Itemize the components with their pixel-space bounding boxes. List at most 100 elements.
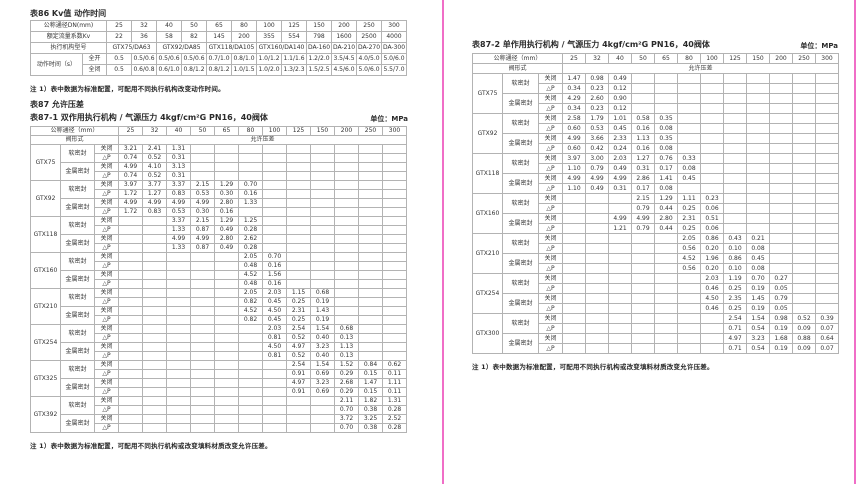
data-cell [677, 73, 701, 84]
data-cell: 2.54 [286, 324, 311, 334]
data-cell [166, 360, 191, 370]
data-cell [746, 203, 770, 214]
table87-2-title: 表87-2 单作用执行机构 / 气源压力 4kgf/cm²G PN16，40阀体 [472, 40, 710, 49]
data-cell: 2.03 [262, 288, 287, 298]
data-cell [238, 333, 263, 343]
data-cell [238, 351, 263, 361]
seal-type: 软密封 [502, 193, 539, 214]
data-cell [334, 189, 359, 199]
col-header: 125 [286, 126, 311, 136]
data-cell [238, 405, 263, 415]
data-cell [677, 133, 701, 144]
row-label: 公称通径（mm） [472, 53, 563, 64]
data-cell [190, 252, 215, 262]
data-cell [608, 253, 632, 264]
table-row: GTX75 软密封 关闭 3.21 2.41 1.31 [30, 144, 407, 181]
data-cell [631, 83, 655, 94]
data-cell [382, 306, 407, 316]
data-cell: 0.11 [382, 387, 407, 397]
data-cell [746, 143, 770, 154]
data-cell: 4.99 [631, 213, 655, 224]
data-cell: 1.1/1.6 [281, 53, 307, 65]
data-cell [815, 193, 839, 204]
data-cell [310, 225, 335, 235]
data-cell: 0.82 [238, 315, 263, 325]
data-cell: 1.19 [723, 273, 747, 284]
data-cell [190, 423, 215, 433]
row-kind: 关闭 [538, 313, 563, 324]
data-cell [562, 203, 586, 214]
actuator-model: GTX210 [30, 288, 61, 325]
data-cell [286, 144, 311, 154]
data-cell: 4.52 [238, 270, 263, 280]
data-cell: 0.46 [700, 303, 724, 314]
data-cell: 1.72 [118, 189, 143, 199]
data-cell: 3.00 [585, 153, 609, 164]
data-cell: 0.76 [654, 153, 678, 164]
data-cell: 0.08 [654, 143, 678, 154]
col-header: 200 [331, 20, 357, 32]
data-cell [310, 144, 335, 154]
data-cell: 3.37 [166, 216, 191, 226]
data-cell [238, 423, 263, 433]
actuator-model: GTX92 [30, 180, 61, 217]
data-cell: 0.7/1.0 [206, 53, 232, 65]
data-cell [723, 143, 747, 154]
data-cell [382, 297, 407, 307]
data-cell: 0.19 [746, 303, 770, 314]
row-kind: △P [94, 315, 119, 325]
data-cell [815, 113, 839, 124]
data-cell [631, 253, 655, 264]
data-cell [190, 360, 215, 370]
data-cell [358, 162, 383, 172]
data-cell: 0.19 [769, 323, 793, 334]
data-cell [262, 171, 287, 181]
row-kind: 关闭 [538, 153, 563, 164]
data-cell [382, 207, 407, 217]
data-cell: 0.28 [238, 243, 263, 253]
data-cell: 0.29 [334, 369, 359, 379]
data-cell [190, 315, 215, 325]
data-cell: 1.45 [746, 293, 770, 304]
table-row: GTX210 软密封 关闭 2.05 2.03 1.15 0.68 [30, 288, 407, 325]
data-cell [769, 263, 793, 274]
data-cell [585, 333, 609, 344]
data-cell [262, 225, 287, 235]
data-cell [654, 73, 678, 84]
data-cell [700, 143, 724, 154]
data-cell: 0.23 [700, 193, 724, 204]
row-kind: 关闭 [94, 234, 119, 244]
data-cell: 0.5/0.6 [156, 53, 182, 65]
data-cell [631, 343, 655, 354]
data-cell [585, 273, 609, 284]
data-cell: 2.11 [334, 396, 359, 406]
data-cell: 0.49 [608, 163, 632, 174]
data-cell [585, 253, 609, 264]
data-cell [700, 323, 724, 334]
actuator-model: GTX160 [30, 252, 61, 289]
data-cell [286, 216, 311, 226]
row-kind: △P [94, 171, 119, 181]
data-cell [142, 342, 167, 352]
data-cell [631, 303, 655, 314]
data-cell: 1.2/2.0 [306, 53, 332, 65]
data-cell [792, 233, 816, 244]
data-cell [286, 270, 311, 280]
data-cell: 3.97 [118, 180, 143, 190]
data-cell [746, 93, 770, 104]
section-label: 允许压差 [562, 63, 839, 74]
data-cell [562, 273, 586, 284]
data-cell [815, 93, 839, 104]
row-label: 公称通径（mm） [30, 126, 119, 136]
row-kind: 关闭 [94, 324, 119, 334]
data-cell [358, 243, 383, 253]
data-cell: 2.54 [723, 313, 747, 324]
data-cell [382, 216, 407, 226]
data-cell [723, 93, 747, 104]
data-cell [142, 333, 167, 343]
data-cell [190, 378, 215, 388]
data-cell [815, 233, 839, 244]
seal-type: 软密封 [502, 273, 539, 294]
data-cell [382, 225, 407, 235]
data-cell [769, 153, 793, 164]
